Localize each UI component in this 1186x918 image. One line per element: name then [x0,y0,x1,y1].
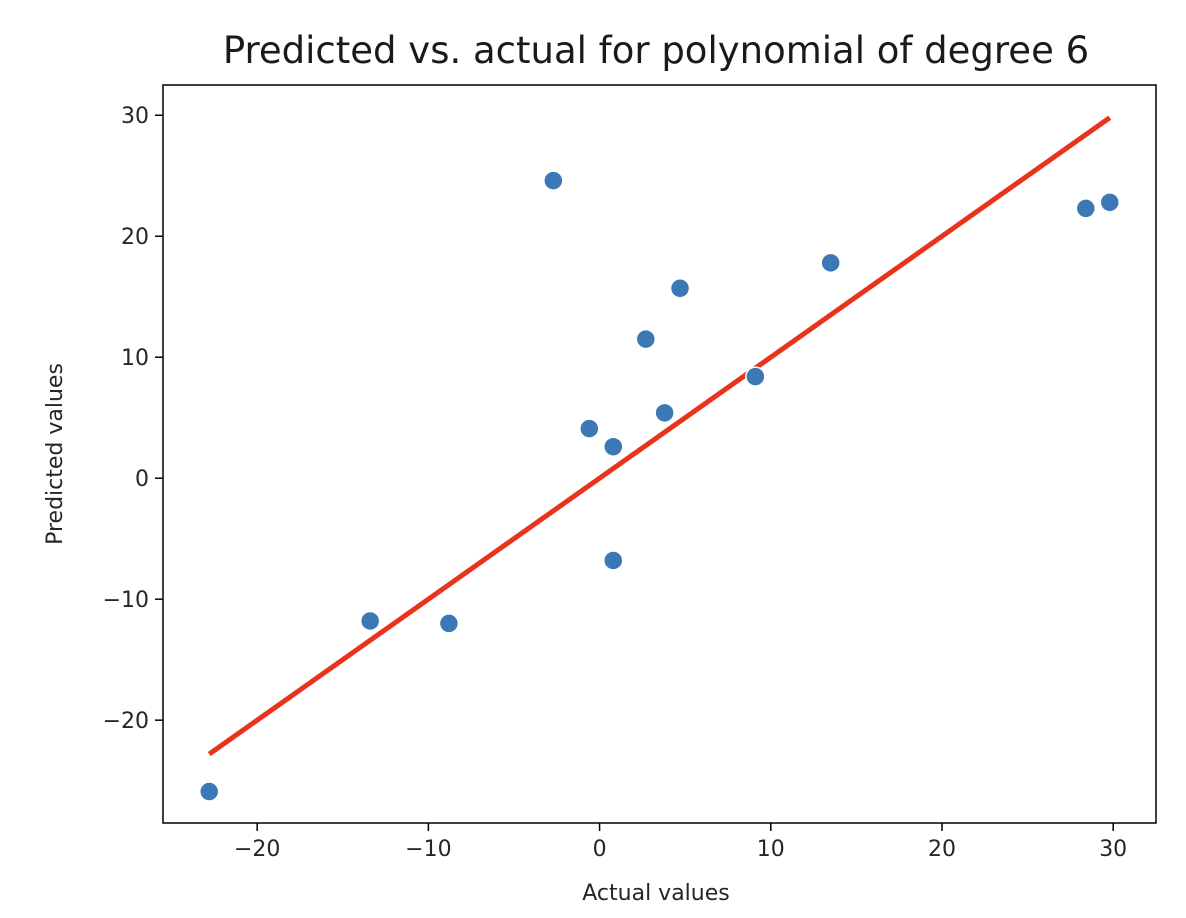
plot-frame [162,84,1157,824]
scatter-point [603,550,624,571]
scatter-point [198,781,220,802]
scatter-point [1099,192,1121,213]
x-tick-label: 20 [928,837,956,862]
scatter-point [745,366,766,387]
scatter-point [669,278,691,299]
scatter-point [654,402,675,424]
ticks-layer: −20 −10 0 10 20 30 −20 −10 0 10 20 30 [103,104,1128,862]
x-tick-label: 10 [757,837,785,862]
identity-line [207,115,1112,757]
scatter-point [603,436,624,457]
y-tick-label: 10 [121,346,149,371]
scatter-point [635,328,657,350]
x-tick-label: −20 [234,837,280,862]
y-tick-label: 30 [121,104,149,129]
line-layer [207,115,1112,757]
points-layer [198,170,1121,802]
y-tick-label: −20 [103,709,149,734]
chart-title: Predicted vs. actual for polynomial of d… [223,29,1089,72]
x-tick-label: −10 [405,837,451,862]
y-tick-label: 0 [135,467,149,492]
scatter-point [820,252,841,274]
scatter-point [543,170,564,191]
scatter-point [438,613,460,634]
x-axis-label: Actual values [582,881,729,906]
scatter-point [579,418,600,439]
y-tick-label: 20 [121,225,149,250]
y-axis-label: Predicted values [43,363,68,545]
x-tick-label: 30 [1099,837,1127,862]
scatter-point [359,610,381,632]
y-tick-label: −10 [103,588,149,613]
x-tick-label: 0 [593,837,607,862]
scatter-point [1075,198,1097,219]
